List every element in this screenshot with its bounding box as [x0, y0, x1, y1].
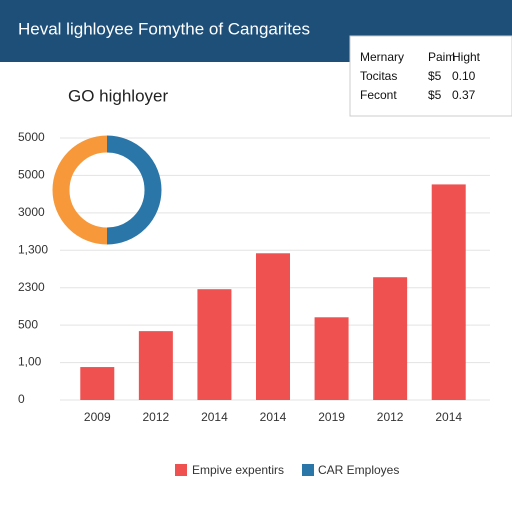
- bar: [256, 253, 290, 400]
- chart-title: GO highloyer: [68, 86, 168, 105]
- x-tick-label: 2009: [84, 410, 111, 424]
- legend-swatch: [175, 464, 187, 476]
- y-tick-label: 5000: [18, 130, 45, 144]
- table-header: Paim: [428, 50, 455, 64]
- table-cell: $5: [428, 69, 442, 83]
- x-tick-label: 2014: [435, 410, 462, 424]
- header-title: Heval lighloyee Fomythe of Cangarites: [18, 19, 310, 38]
- table-cell: Tocitas: [360, 69, 397, 83]
- table-cell: Fecont: [360, 88, 397, 102]
- bar: [314, 317, 349, 400]
- table-box: [349, 35, 512, 117]
- legend-label: Empive expentirs: [192, 463, 284, 477]
- y-tick-label: 5000: [18, 168, 45, 182]
- x-tick-label: 2014: [260, 410, 287, 424]
- donut-segment: [106, 135, 162, 245]
- table-header: Mernary: [360, 50, 404, 64]
- table-cell: $5: [428, 88, 442, 102]
- x-tick-label: 2012: [143, 410, 170, 424]
- legend-swatch: [302, 464, 314, 476]
- bar: [431, 184, 466, 400]
- bar: [80, 367, 115, 400]
- y-tick-label: 500: [18, 317, 38, 331]
- y-tick-label: 2300: [18, 280, 45, 294]
- donut-segment: [52, 135, 108, 245]
- table-cell: 0.37: [452, 88, 476, 102]
- x-tick-label: 2019: [318, 410, 345, 424]
- y-tick-label: 0: [18, 392, 25, 406]
- legend-label: CAR Employes: [318, 463, 399, 477]
- y-tick-label: 3000: [18, 205, 45, 219]
- bar: [197, 289, 232, 400]
- x-tick-label: 2014: [201, 410, 228, 424]
- bar: [138, 331, 173, 400]
- y-tick-label: 1,300: [18, 242, 48, 256]
- bar: [373, 277, 408, 400]
- x-tick-label: 2012: [377, 410, 404, 424]
- table-cell: 0.10: [452, 69, 476, 83]
- y-tick-label: 1,00: [18, 355, 42, 369]
- table-header: Hight: [452, 50, 481, 64]
